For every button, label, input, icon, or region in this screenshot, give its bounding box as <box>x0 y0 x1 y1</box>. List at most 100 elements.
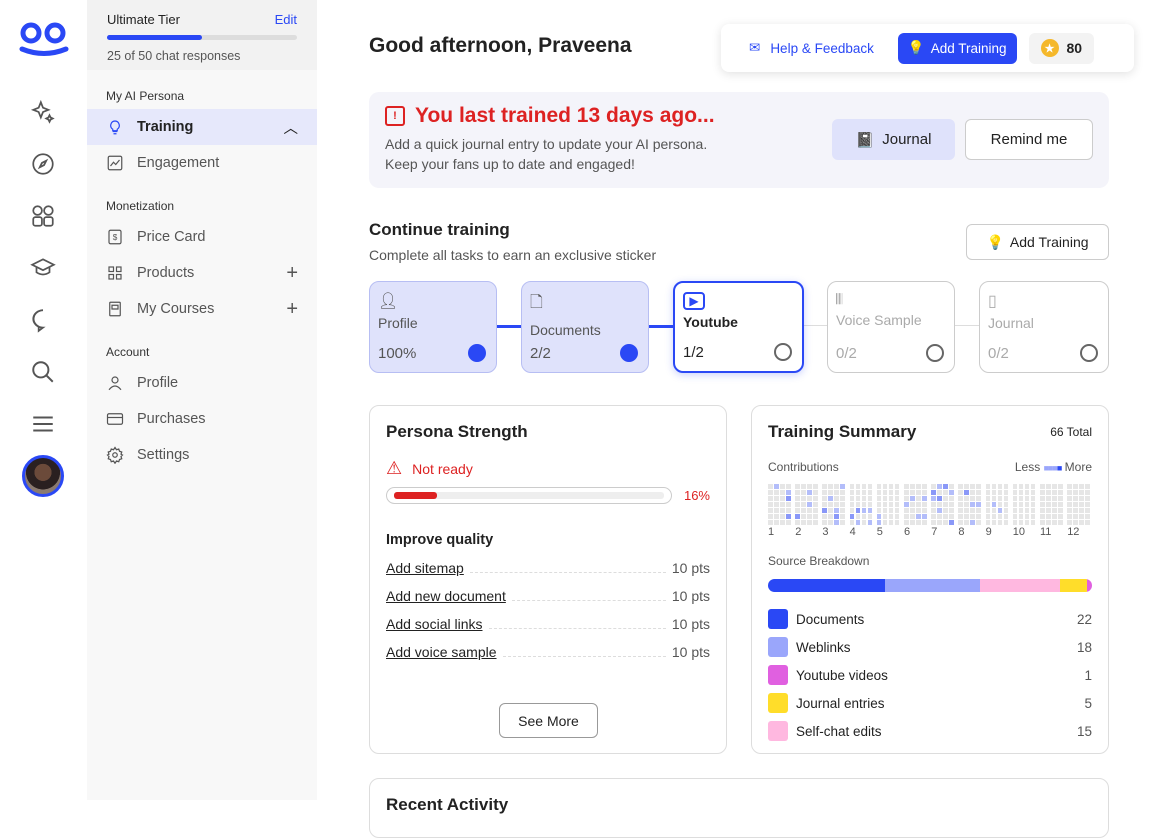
heatmap-cell <box>1067 514 1072 519</box>
heatmap-cell <box>916 514 921 519</box>
step-youtube[interactable]: ▶ Youtube 1/2 <box>673 281 804 373</box>
task-link[interactable]: Add sitemap <box>386 560 464 576</box>
heatmap-cell <box>795 484 800 489</box>
avatar[interactable] <box>22 455 64 497</box>
heatmap-cell <box>970 484 975 489</box>
graduation-cap-icon[interactable] <box>30 255 56 281</box>
heatmap-cell <box>849 490 855 495</box>
step-documents[interactable]: 🗋 Documents 2/2 <box>521 281 649 373</box>
products-grid-icon <box>108 266 122 280</box>
sidebar-item-profile[interactable]: Profile <box>87 365 317 401</box>
heatmap-cell <box>780 520 785 525</box>
search-icon[interactable] <box>30 359 56 385</box>
heatmap-cell <box>964 484 969 489</box>
less-label: Less <box>1014 460 1041 474</box>
sidebar-item-settings[interactable]: Settings <box>87 437 317 473</box>
add-training-button[interactable]: 💡 Add Training <box>966 224 1109 260</box>
source-legend-item: Journal entries 5 <box>768 689 1092 717</box>
heatmap-cell <box>1012 490 1018 495</box>
heatmap-cell <box>976 520 981 525</box>
breakdown-label: Source Breakdown <box>768 554 870 568</box>
task-link[interactable]: Add voice sample <box>386 644 497 660</box>
add-course-icon[interactable]: + <box>286 297 298 320</box>
lightbulb-icon <box>110 120 120 135</box>
add-product-icon[interactable]: + <box>286 261 298 284</box>
checkbox-checked[interactable] <box>620 344 638 362</box>
heatmap-cell <box>970 520 975 525</box>
coins-badge[interactable]: ★ 80 <box>1028 32 1095 64</box>
compass-icon[interactable] <box>30 151 56 177</box>
heatmap-cell <box>958 520 963 525</box>
task-link[interactable]: Add social links <box>386 616 483 632</box>
alert-title: You last trained 13 days ago... <box>415 104 715 127</box>
logo-icon[interactable] <box>19 20 69 58</box>
chat-icon[interactable] <box>30 307 56 333</box>
heatmap-cell <box>894 484 900 489</box>
heatmap-cell <box>795 502 800 507</box>
continue-training-header: Continue training Complete all tasks to e… <box>369 220 656 263</box>
heatmap-cell <box>801 490 806 495</box>
sidebar-item-my-courses[interactable]: My Courses + <box>87 291 317 327</box>
heatmap-cell <box>876 490 882 495</box>
heatmap-cell <box>801 514 806 519</box>
heatmap-cell <box>1030 484 1036 489</box>
heatmap-cell <box>970 502 975 507</box>
heatmap-cell <box>1012 514 1018 519</box>
heatmap-cell <box>807 520 812 525</box>
journal-button[interactable]: 📓 Journal <box>832 119 955 160</box>
improve-task-row: Add social links 10 pts <box>386 616 710 632</box>
journal-label: Journal <box>882 131 932 148</box>
step-label: Voice Sample <box>836 312 922 328</box>
heatmap-cell <box>822 502 827 507</box>
step-voice-sample[interactable]: 𝄃𝄃 Voice Sample 0/2 <box>827 281 955 373</box>
step-value: 0/2 <box>988 345 1009 362</box>
heatmap-cell <box>822 514 827 519</box>
sidebar-item-price-card[interactable]: $ Price Card <box>87 219 317 255</box>
add-training-label: Add Training <box>1009 234 1089 250</box>
menu-icon[interactable] <box>30 411 56 437</box>
heatmap-cell <box>876 484 882 489</box>
see-more-button[interactable]: See More <box>499 703 598 738</box>
heatmap-cell <box>1030 514 1036 519</box>
add-training-header-button[interactable]: 💡 Add Training <box>897 32 1017 64</box>
heatmap-cell <box>834 520 839 525</box>
play-icon: ▶ <box>683 292 705 310</box>
sidebar-item-products[interactable]: Products + <box>87 255 317 291</box>
chart-icon <box>107 155 123 171</box>
sidebar-item-engagement[interactable]: Engagement <box>87 145 317 181</box>
heatmap-cell <box>958 496 963 501</box>
heatmap-cell <box>1040 508 1045 513</box>
user-icon <box>108 376 122 391</box>
heatmap-cell <box>976 502 981 507</box>
step-profile[interactable]: 👤︎ Profile 100% <box>369 281 497 373</box>
heatmap-cell <box>1052 514 1057 519</box>
checkbox[interactable] <box>1080 344 1098 362</box>
task-link[interactable]: Add new document <box>386 588 506 604</box>
checkbox-checked[interactable] <box>468 344 486 362</box>
contribution-heatmap: 1 2 3 4 5 6 7 8 9 10 11 12 <box>768 484 1092 544</box>
heatmap-cell <box>1073 496 1078 501</box>
help-feedback-button[interactable]: ✉ Help & Feedback <box>749 40 874 56</box>
heatmap-cell <box>774 508 779 513</box>
training-summary-card: Training Summary 66 Total Contributions Le… <box>751 405 1109 754</box>
heatmap-cell <box>849 502 855 507</box>
heatmap-cell <box>910 484 915 489</box>
source-segment <box>768 579 885 592</box>
heatmap-cell <box>985 484 991 489</box>
step-journal[interactable]: ▯ Journal 0/2 <box>979 281 1109 373</box>
sidebar-item-training[interactable]: Training ︿ <box>87 109 317 145</box>
checkbox[interactable] <box>926 344 944 362</box>
heatmap-cell <box>916 502 921 507</box>
sparkle-icon[interactable] <box>30 99 56 125</box>
step-connector <box>955 325 979 326</box>
heatmap-cell <box>774 496 779 501</box>
heatmap-cell <box>840 484 845 489</box>
month-label: 12 <box>1067 526 1080 538</box>
chevron-up-icon[interactable]: ︿ <box>283 120 299 137</box>
checkbox[interactable] <box>774 343 792 361</box>
remind-me-button[interactable]: Remind me <box>965 119 1093 160</box>
grid-icon[interactable] <box>30 203 56 229</box>
edit-tier-link[interactable]: Edit <box>274 12 297 27</box>
heatmap-cell <box>861 502 867 507</box>
sidebar-item-purchases[interactable]: Purchases <box>87 401 317 437</box>
